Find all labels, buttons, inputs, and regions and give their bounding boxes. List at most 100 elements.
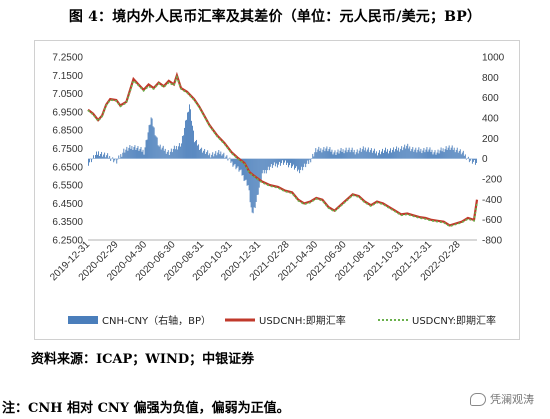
bar-mark bbox=[320, 148, 322, 159]
bar-mark bbox=[116, 158, 118, 164]
bar-mark bbox=[363, 150, 365, 159]
bar-mark bbox=[460, 154, 462, 159]
bar-mark bbox=[449, 149, 451, 159]
chart-frame bbox=[34, 40, 520, 340]
bar-mark bbox=[102, 156, 104, 159]
y-right-tick-label: 1000 bbox=[482, 53, 505, 64]
bar-mark bbox=[230, 158, 232, 163]
bar-mark bbox=[397, 150, 399, 159]
y-right-tick-label: -400 bbox=[482, 195, 502, 206]
bar-mark bbox=[197, 145, 199, 159]
bar-mark bbox=[217, 152, 219, 159]
bar-mark bbox=[157, 145, 159, 159]
bar-mark bbox=[360, 151, 362, 159]
bar-mark bbox=[220, 151, 222, 159]
bar-mark bbox=[201, 147, 203, 159]
bar-mark bbox=[317, 149, 319, 159]
bar-mark bbox=[248, 158, 250, 191]
bar-mark bbox=[333, 152, 335, 159]
bar-mark bbox=[272, 158, 274, 166]
bar-mark bbox=[475, 158, 477, 163]
bar-mark bbox=[150, 117, 152, 159]
bar-mark bbox=[173, 145, 175, 159]
bar-mark bbox=[321, 152, 323, 159]
bar-mark bbox=[214, 153, 216, 159]
bar-mark bbox=[346, 152, 348, 159]
bar-mark bbox=[433, 152, 435, 159]
bar-mark bbox=[229, 157, 231, 159]
bar-mark bbox=[456, 147, 458, 159]
bar-mark bbox=[396, 146, 398, 159]
bar-mark bbox=[263, 158, 265, 174]
bar-mark bbox=[138, 150, 140, 159]
y-right-tick-label: 600 bbox=[482, 93, 499, 104]
bar-mark bbox=[122, 152, 124, 159]
bar-mark bbox=[367, 147, 369, 159]
bar-mark bbox=[388, 153, 389, 159]
bar-mark bbox=[361, 149, 363, 159]
bar-mark bbox=[288, 158, 289, 168]
bar-mark bbox=[133, 147, 135, 159]
bar-mark bbox=[180, 143, 182, 159]
bar-mark bbox=[334, 150, 336, 159]
bar-mark bbox=[300, 158, 302, 170]
bar-mark bbox=[269, 158, 271, 167]
bar-mark bbox=[375, 151, 377, 159]
bar-mark bbox=[311, 158, 313, 159]
bar-mark bbox=[462, 150, 464, 159]
bar-mark bbox=[450, 147, 452, 159]
bar-mark bbox=[461, 152, 463, 159]
bar-mark bbox=[275, 158, 277, 164]
bar-mark bbox=[411, 149, 413, 159]
bar-mark bbox=[219, 154, 221, 159]
bar-mark bbox=[351, 147, 353, 159]
bar-mark bbox=[96, 151, 97, 159]
bar-mark bbox=[426, 147, 428, 159]
bar-mark bbox=[466, 158, 468, 159]
bar-mark bbox=[465, 158, 467, 160]
bar-mark bbox=[337, 149, 339, 159]
bar-mark bbox=[91, 158, 92, 163]
bar-mark bbox=[374, 153, 376, 159]
bar-mark bbox=[193, 130, 194, 159]
bar-mark bbox=[291, 158, 292, 168]
bar-mark bbox=[249, 158, 251, 203]
bar-mark bbox=[190, 109, 191, 159]
bar-mark bbox=[384, 150, 385, 159]
bar-mark bbox=[168, 155, 170, 159]
bar-mark bbox=[341, 151, 343, 159]
bar-mark bbox=[276, 158, 278, 168]
legend-swatch-bar bbox=[68, 316, 98, 324]
bar-mark bbox=[239, 158, 241, 171]
bar-mark bbox=[471, 158, 473, 164]
bar-mark bbox=[242, 158, 244, 175]
chart-title: 图 4：境内外人民币汇率及其差价（单位：元人民币/美元；BP） bbox=[68, 9, 482, 25]
bar-mark bbox=[330, 151, 332, 159]
bar-mark bbox=[237, 158, 239, 167]
bar-mark bbox=[459, 149, 461, 159]
bar-mark bbox=[273, 158, 275, 163]
legend: CNH-CNY（右轴，BP） USDCNH:即期汇率 USDCNY:即期汇率 bbox=[68, 314, 496, 327]
bar-mark bbox=[94, 158, 95, 159]
bar-mark bbox=[160, 149, 162, 159]
y-left-tick-label: 6.7500 bbox=[52, 144, 83, 155]
bar-mark bbox=[97, 154, 98, 159]
source-note: 资料来源：ICAP；WIND；中银证券 bbox=[31, 352, 255, 367]
bar-mark bbox=[385, 147, 386, 159]
bar-mark bbox=[231, 158, 233, 162]
bar-mark bbox=[254, 158, 256, 208]
bar-mark bbox=[356, 149, 358, 159]
bar-mark bbox=[270, 158, 272, 165]
bar-mark bbox=[107, 153, 109, 159]
bar-mark bbox=[93, 155, 94, 159]
bar-mark bbox=[171, 152, 173, 159]
bar-mark bbox=[457, 152, 459, 159]
bar-mark bbox=[355, 152, 357, 159]
bar-mark bbox=[309, 158, 311, 160]
bar-mark bbox=[463, 155, 465, 159]
bar-mark bbox=[215, 151, 217, 159]
bar-mark bbox=[295, 158, 297, 168]
bar-mark bbox=[125, 149, 127, 159]
bar-mark bbox=[316, 152, 318, 159]
y-left-tick-label: 6.3500 bbox=[52, 217, 83, 228]
